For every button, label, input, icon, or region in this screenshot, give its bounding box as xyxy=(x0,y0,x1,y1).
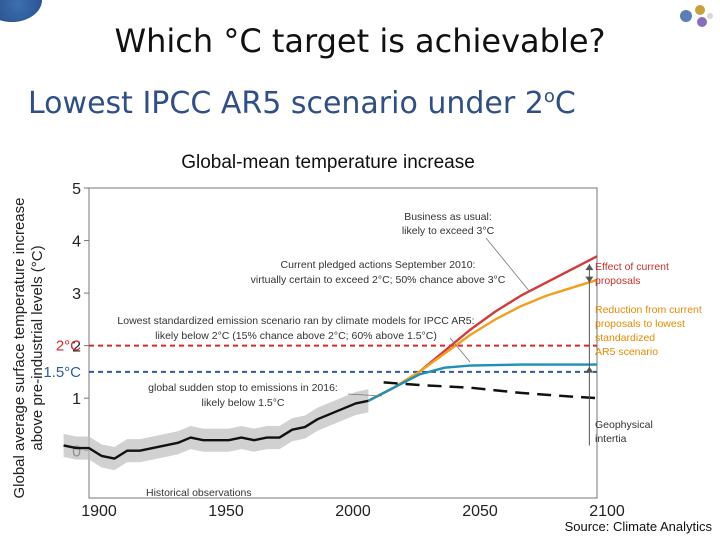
lowest-label: likely below 2°C (15% chance above 2°C; … xyxy=(155,330,437,342)
pledged-label: Current pledged actions September 2010: xyxy=(281,259,476,271)
x-tick-label: 1950 xyxy=(208,503,244,520)
subtitle-text: Lowest IPCC AR5 scenario under 2 xyxy=(28,86,544,121)
x-tick-label: 1900 xyxy=(81,503,117,520)
y-tick-label: 2 xyxy=(72,339,81,356)
y-axis-label: above pre-industrial levels (°C) xyxy=(29,245,46,450)
bau-label: Business as usual: xyxy=(404,211,492,223)
x-tick-label: 2000 xyxy=(335,503,371,520)
x-tick-label: 2050 xyxy=(462,503,498,520)
reduction-label: standardized xyxy=(595,332,655,344)
lowest-leader xyxy=(449,337,471,363)
y-tick-label: 4 xyxy=(72,234,81,251)
lowest-label: Lowest standardized emission scenario ra… xyxy=(117,315,474,327)
slide-subtitle: Lowest IPCC AR5 scenario under 2oC xyxy=(28,86,576,121)
y-axis-label: Global average surface temperature incre… xyxy=(11,198,28,499)
y-tick-label: 3 xyxy=(72,286,81,303)
geophysical-label: Geophysical xyxy=(595,419,653,431)
series-line-3 xyxy=(367,363,597,402)
geophysical-label: intertia xyxy=(595,433,627,445)
y-tick-label: 1 xyxy=(72,391,81,408)
reduction-label: Reduction from current xyxy=(595,304,702,316)
subtitle-degree: o xyxy=(543,86,555,107)
bau-label: likely to exceed 3°C xyxy=(402,225,495,237)
reduction-label: proposals to lowest xyxy=(595,318,685,330)
slide-title: Which °C target is achievable? xyxy=(114,22,606,60)
geophysical-arrow xyxy=(585,366,594,373)
source-note: Source: Climate Analytics xyxy=(564,519,712,534)
reduction-label: AR5 scenario xyxy=(595,346,658,358)
reduction-arrow xyxy=(585,276,594,283)
logo-icon xyxy=(0,0,42,22)
chart-title: Global-mean temperature increase xyxy=(181,152,475,173)
effect-label: proposals xyxy=(595,275,641,287)
subtitle-unit: C xyxy=(554,86,576,121)
bau-leader xyxy=(485,237,531,293)
series-line-4 xyxy=(383,381,598,400)
y-tick-label: 5 xyxy=(72,181,81,198)
plot-frame xyxy=(88,187,598,499)
series-line-0 xyxy=(63,399,369,460)
historical-label: Historical observations xyxy=(146,487,252,499)
x-tick-label: 2100 xyxy=(589,503,625,520)
stop-label: likely below 1.5°C xyxy=(202,397,285,409)
molecules-icon xyxy=(680,5,713,27)
effect-arrow xyxy=(585,264,594,271)
pledged-label: virtually certain to exceed 2°C; 50% cha… xyxy=(251,274,506,286)
reference-label: 1.5°C xyxy=(43,364,81,381)
effect-label: Effect of current xyxy=(595,261,669,273)
stop-label: global sudden stop to emissions in 2016: xyxy=(148,382,338,394)
reference-label: 2°C xyxy=(56,338,81,355)
stop-leader xyxy=(347,393,383,397)
